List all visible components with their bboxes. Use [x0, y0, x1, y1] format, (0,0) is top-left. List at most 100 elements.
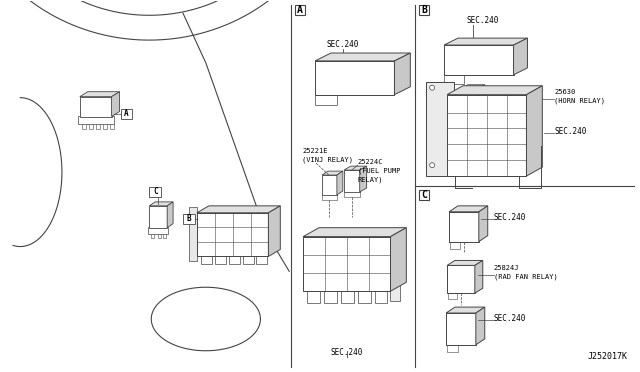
Bar: [341, 291, 354, 303]
Bar: [120, 109, 132, 119]
Polygon shape: [449, 206, 488, 212]
Bar: [228, 256, 239, 264]
Polygon shape: [149, 206, 167, 228]
Circle shape: [429, 85, 435, 90]
Bar: [426, 82, 454, 176]
Bar: [215, 256, 226, 264]
Text: J252017K: J252017K: [588, 352, 628, 361]
Bar: [183, 214, 195, 224]
Polygon shape: [479, 206, 488, 241]
Text: SEC.240: SEC.240: [326, 40, 359, 49]
Polygon shape: [447, 260, 483, 265]
Polygon shape: [80, 97, 111, 116]
Polygon shape: [527, 86, 542, 176]
Polygon shape: [111, 92, 120, 116]
Polygon shape: [444, 45, 513, 75]
Text: 25224C: 25224C: [358, 159, 383, 165]
Polygon shape: [167, 202, 173, 228]
Text: SEC.240: SEC.240: [554, 127, 587, 137]
Polygon shape: [197, 206, 280, 213]
Text: SEC.240: SEC.240: [493, 213, 526, 222]
Text: B: B: [421, 5, 427, 15]
Bar: [295, 5, 305, 15]
Polygon shape: [446, 307, 484, 313]
Polygon shape: [322, 171, 343, 175]
Polygon shape: [303, 237, 390, 291]
Bar: [315, 95, 337, 105]
Text: (RAD FAN RELAY): (RAD FAN RELAY): [493, 274, 557, 280]
Text: A: A: [297, 5, 303, 15]
Polygon shape: [449, 212, 479, 241]
Polygon shape: [444, 38, 527, 45]
Text: (VINJ RELAY): (VINJ RELAY): [302, 157, 353, 163]
Bar: [102, 125, 107, 129]
Polygon shape: [344, 166, 367, 170]
Polygon shape: [315, 61, 394, 95]
Polygon shape: [394, 53, 410, 95]
Text: 25630: 25630: [554, 89, 575, 95]
Bar: [447, 345, 458, 352]
Bar: [89, 125, 93, 129]
Bar: [158, 234, 161, 238]
Bar: [419, 190, 429, 200]
Bar: [448, 293, 457, 299]
Polygon shape: [197, 213, 268, 256]
Bar: [148, 227, 168, 234]
Polygon shape: [447, 95, 527, 176]
Text: SEC.240: SEC.240: [331, 348, 363, 357]
Polygon shape: [360, 166, 367, 192]
Bar: [461, 110, 478, 116]
Bar: [96, 125, 100, 129]
Bar: [344, 191, 360, 197]
Bar: [450, 241, 460, 248]
Bar: [149, 187, 161, 197]
Polygon shape: [513, 38, 527, 75]
Polygon shape: [475, 260, 483, 293]
Bar: [358, 291, 371, 303]
Polygon shape: [315, 53, 410, 61]
Polygon shape: [447, 86, 542, 95]
Polygon shape: [344, 170, 360, 192]
Polygon shape: [80, 92, 120, 97]
Bar: [390, 237, 401, 301]
Circle shape: [429, 163, 435, 168]
Text: A: A: [124, 109, 129, 118]
Polygon shape: [303, 228, 406, 237]
Bar: [201, 256, 212, 264]
Polygon shape: [447, 265, 475, 293]
Text: C: C: [421, 190, 427, 200]
Polygon shape: [476, 307, 484, 345]
Text: 25221E: 25221E: [302, 148, 328, 154]
Text: B: B: [187, 214, 191, 223]
Bar: [419, 5, 429, 15]
Bar: [78, 116, 113, 125]
Polygon shape: [322, 175, 337, 195]
Bar: [322, 194, 337, 200]
Polygon shape: [390, 228, 406, 291]
Polygon shape: [337, 171, 343, 195]
Text: C: C: [153, 187, 157, 196]
Polygon shape: [461, 89, 478, 110]
Bar: [444, 75, 464, 84]
Polygon shape: [461, 85, 484, 89]
Bar: [163, 234, 166, 238]
Bar: [243, 256, 253, 264]
Bar: [324, 291, 337, 303]
Bar: [82, 125, 86, 129]
Text: 25824J: 25824J: [493, 265, 519, 271]
Bar: [374, 291, 387, 303]
Polygon shape: [478, 85, 484, 110]
Polygon shape: [268, 206, 280, 256]
Bar: [151, 234, 154, 238]
Bar: [257, 256, 268, 264]
Polygon shape: [446, 313, 476, 345]
Bar: [189, 207, 197, 262]
Bar: [109, 125, 113, 129]
Bar: [307, 291, 320, 303]
Polygon shape: [149, 202, 173, 206]
Text: SEC.240: SEC.240: [467, 16, 499, 25]
Text: (FUEL PUMP: (FUEL PUMP: [358, 168, 400, 174]
Text: RELAY): RELAY): [358, 177, 383, 183]
Text: SEC.240: SEC.240: [493, 314, 526, 323]
Text: (HORN RELAY): (HORN RELAY): [554, 97, 605, 104]
